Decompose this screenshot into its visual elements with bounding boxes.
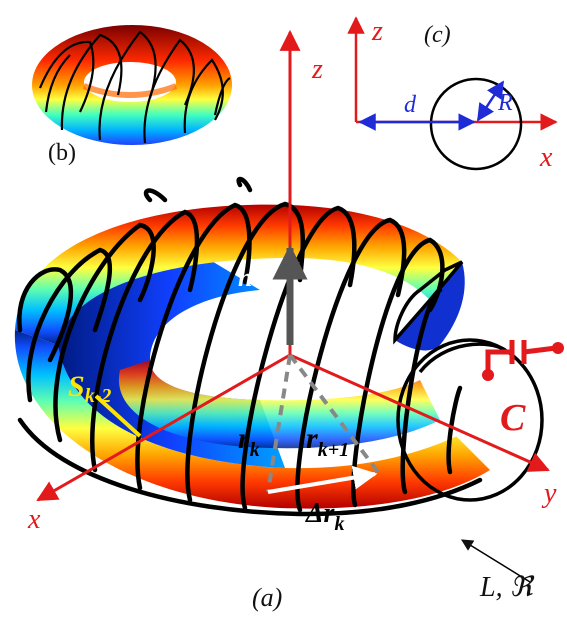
main-labels: n Sk-2 rk rk+1 Δrk C L, ℜ (a)	[68, 263, 536, 612]
y-axis	[289, 353, 550, 472]
rk-vector	[266, 354, 292, 493]
main-torus	[14, 176, 564, 517]
inset-c-cross-section: z x (c) d R	[347, 16, 558, 173]
torus-central-hole	[150, 297, 396, 389]
torus-outer-band	[14, 330, 491, 509]
y-axis-label: y	[541, 478, 557, 509]
radius-R-arrow	[476, 80, 505, 122]
panel-c-label: (c)	[424, 22, 451, 48]
x-axis	[36, 353, 291, 502]
capacitor-C-label: C	[500, 397, 526, 439]
z-axis-label: z	[311, 54, 323, 85]
radius-R-label: R	[497, 90, 513, 116]
torus-cut-face-bottom	[420, 380, 494, 470]
rk1-label: rk+1	[306, 422, 349, 461]
external-loop-L	[396, 338, 544, 502]
capacitor-C	[482, 340, 564, 381]
rk-label: rk	[238, 422, 260, 461]
delta-rk-vector	[267, 465, 378, 494]
inset-b-torus: (b)	[32, 25, 232, 166]
L-R-label: L, ℜ	[479, 572, 536, 603]
x-axis-label: x	[27, 504, 41, 535]
rk1-vector	[288, 353, 380, 474]
torus-upper-band	[15, 204, 462, 345]
panel-a-label: (a)	[252, 583, 282, 612]
vectors	[94, 244, 531, 583]
coil-winding	[17, 176, 483, 517]
s-k-2-segment	[94, 394, 142, 438]
n-label: n	[238, 263, 252, 292]
inset-c-z-label: z	[371, 16, 383, 47]
inset-c-x-label: x	[539, 142, 553, 173]
distance-d-label: d	[404, 92, 417, 118]
s-k-2-label: Sk-2	[68, 370, 111, 407]
panel-b-label: (b)	[48, 140, 76, 166]
delta-rk-label: Δrk	[305, 498, 344, 535]
small-torus-winding	[38, 30, 231, 144]
L-pointer-arrow	[460, 539, 531, 583]
